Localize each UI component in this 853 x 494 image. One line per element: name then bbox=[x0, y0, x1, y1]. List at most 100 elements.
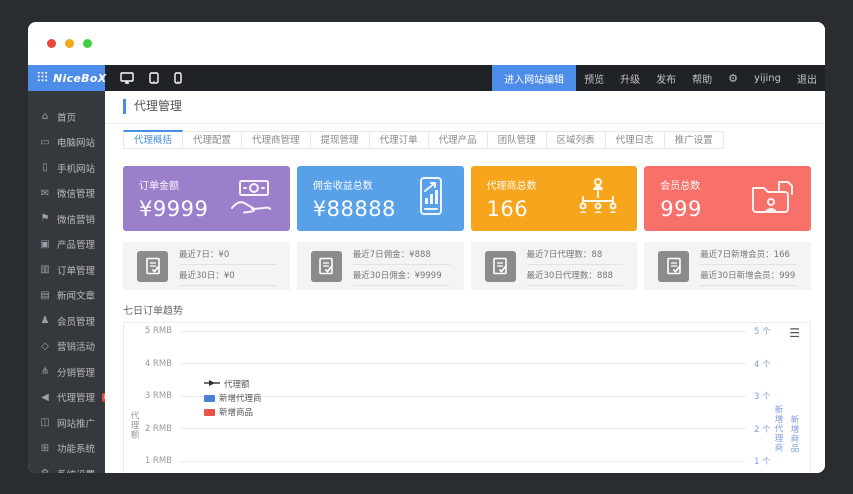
mobile-preview-icon[interactable] bbox=[174, 72, 182, 84]
kpi-cards: 订单金额 ¥9999 佣金收益总数 ¥88888 代理商总数 166 会员总数 999 bbox=[123, 166, 811, 231]
right-axis-tick: 1 个 bbox=[754, 457, 771, 467]
left-axis-tick: 5 RMB bbox=[144, 326, 172, 336]
left-axis-tick: 2 RMB bbox=[144, 423, 172, 434]
legend-item[interactable]: 代理额 bbox=[204, 378, 262, 390]
sidebar-item[interactable]: ▥ 订单管理 bbox=[28, 257, 105, 283]
sidebar-item[interactable]: ⚑ 微信营销 bbox=[28, 206, 105, 232]
window-titlebar bbox=[28, 22, 825, 65]
device-preview-toggles bbox=[120, 65, 182, 91]
tab-item[interactable]: 代理产品 bbox=[428, 131, 488, 149]
left-axis-tick: 3 RMB bbox=[144, 391, 172, 401]
sidebar-item-label: 微信营销 bbox=[57, 214, 96, 226]
sidebar-item-label: 订单管理 bbox=[57, 265, 96, 277]
kpi-label: 订单金额 bbox=[139, 181, 179, 192]
app-logo[interactable]: NiceBoX bbox=[28, 65, 107, 91]
tab-item[interactable]: 代理商管理 bbox=[242, 131, 311, 149]
sidebar-item[interactable]: ◇ 营销活动 bbox=[28, 334, 105, 360]
gamepad-icon: ⚑ bbox=[40, 213, 50, 225]
doc-check-icon bbox=[484, 250, 516, 282]
legend-line-marker-icon bbox=[204, 379, 220, 390]
chart-title: 七日订单趋势 bbox=[123, 306, 183, 317]
sidebar-item[interactable]: ▯ 手机网站 bbox=[28, 155, 105, 181]
kpi-label: 佣金收益总数 bbox=[312, 181, 373, 192]
username-label[interactable]: yijing bbox=[754, 72, 781, 84]
sidebar-item[interactable]: ▣ 产品管理 bbox=[28, 232, 105, 258]
activity-tag-icon: ◇ bbox=[41, 340, 49, 352]
sidebar-item-label: 营销活动 bbox=[57, 342, 96, 354]
main-content: 代理管理 代理概括 代理配置 代理商管理 提现管理 代理订单 代理产品 团队管理 区域列表 代理… bbox=[105, 91, 825, 473]
summary-card: 最近7日：¥0 最近30日：¥0 bbox=[123, 242, 290, 290]
tablet-preview-icon[interactable] bbox=[149, 72, 159, 84]
kpi-value: 999 bbox=[660, 197, 702, 221]
legend-item[interactable]: 新增商品 bbox=[204, 406, 262, 418]
sidebar-item[interactable]: ◫ 网站推广 bbox=[28, 410, 105, 436]
legend-item[interactable]: 新增代理商 bbox=[204, 392, 262, 404]
minimize-window-button[interactable] bbox=[65, 39, 74, 48]
settings-gear-icon: ⚙ bbox=[39, 468, 51, 473]
title-separator bbox=[105, 123, 825, 124]
right-axis-tick: 5 个 bbox=[754, 327, 771, 337]
chart-grid-row: 5 RMB 5 个 bbox=[124, 325, 788, 337]
sidebar-item[interactable]: ⋔ 分销管理 bbox=[28, 359, 105, 385]
tab-item[interactable]: 代理订单 bbox=[369, 131, 429, 149]
kpi-value: ¥9999 bbox=[139, 197, 209, 221]
sidebar-nav: ⌂ 首页 ▭ 电脑网站 ▯ 手机网站 ✉ 微信管理 ⚑ 微信营销 ▣ 产品管理 ▥ 订单管理 ▤ 新闻文章 ♟ 会… bbox=[28, 91, 122, 473]
member-folder-icon bbox=[749, 178, 795, 220]
right-axis-title-products: 新增商品 bbox=[789, 415, 799, 453]
gridline bbox=[180, 460, 746, 462]
sidebar-item[interactable]: ⌂ 首页 bbox=[28, 104, 105, 130]
legend-label: 新增商品 bbox=[219, 408, 254, 418]
sidebar-item[interactable]: ▤ 新闻文章 bbox=[28, 283, 105, 309]
chart-grid-row: 4 RMB 4 个 bbox=[124, 358, 788, 370]
chart-grid-row: 2 RMB 2 个 bbox=[124, 423, 788, 435]
sidebar-item-label: 系统设置 bbox=[57, 467, 95, 473]
legend-label: 新增代理商 bbox=[219, 394, 262, 404]
app-topbar: NiceBoX 进入网站编辑 预览 升级 发布 帮助 ⚙ yijing 退出 bbox=[28, 65, 825, 91]
topbar-link[interactable]: 预览 bbox=[584, 74, 605, 86]
news-doc-icon: ▤ bbox=[40, 289, 50, 301]
kpi-value: 166 bbox=[486, 197, 529, 221]
tab-item[interactable]: 团队管理 bbox=[487, 131, 547, 149]
topbar-link[interactable]: 帮助 bbox=[692, 74, 713, 86]
gridline bbox=[180, 395, 746, 397]
sidebar-item[interactable]: ⊞ 功能系统 bbox=[28, 436, 105, 462]
right-axis-tick: 3 个 bbox=[754, 392, 771, 402]
summary-card: 最近7日代理数：88 最近30日代理数：888 bbox=[470, 242, 638, 290]
tab-item[interactable]: 代理配置 bbox=[183, 131, 243, 149]
sidebar-item[interactable]: ⚙ 系统设置 bbox=[28, 461, 105, 473]
tab-item[interactable]: 代理日志 bbox=[605, 131, 665, 149]
sidebar-item[interactable]: ▭ 电脑网站 bbox=[28, 130, 105, 156]
order-cart-icon: ▥ bbox=[40, 264, 50, 276]
summary-card: 最近7日新增会员：166 最近30日新增会员：999 bbox=[644, 242, 811, 290]
logout-link[interactable]: 退出 bbox=[797, 74, 817, 86]
summary-stat-line: 最近7日代理数：88 bbox=[526, 246, 624, 265]
sidebar-item[interactable]: ♟ 会员管理 bbox=[28, 308, 105, 334]
distribution-tree-icon: ⋔ bbox=[40, 366, 50, 378]
maximize-window-button[interactable] bbox=[83, 39, 92, 48]
tab-item[interactable]: 提现管理 bbox=[310, 131, 370, 149]
tab-item[interactable]: 推广设置 bbox=[664, 131, 724, 149]
legend-swatch-icon bbox=[204, 408, 215, 416]
sidebar-item-label: 分销管理 bbox=[57, 367, 96, 379]
sidebar-item[interactable]: ◀代理管理NEW bbox=[28, 385, 122, 411]
close-window-button[interactable] bbox=[47, 39, 56, 48]
legend-swatch-icon bbox=[204, 394, 215, 402]
topbar-link[interactable]: 发布 bbox=[656, 74, 677, 86]
enter-site-editor-button[interactable]: 进入网站编辑 bbox=[492, 65, 577, 91]
kpi-card: 会员总数 999 bbox=[644, 166, 811, 231]
desktop-preview-icon[interactable] bbox=[120, 72, 134, 84]
right-axis-tick: 2 个 bbox=[754, 424, 771, 435]
tab-item[interactable]: 区域列表 bbox=[546, 131, 606, 149]
sidebar-item[interactable]: ✉ 微信管理 bbox=[28, 181, 105, 207]
kpi-card: 订单金额 ¥9999 bbox=[123, 166, 290, 231]
chart-legend: 代理额新增代理商新增商品 bbox=[204, 378, 262, 418]
topbar-settings-gear-icon[interactable]: ⚙ bbox=[728, 71, 739, 85]
sidebar-item-label: 新闻文章 bbox=[57, 291, 96, 303]
topbar-link[interactable]: 升级 bbox=[620, 74, 641, 86]
agent-tabs: 代理概括 代理配置 代理商管理 提现管理 代理订单 代理产品 团队管理 区域列表 代理日志 推广设… bbox=[123, 130, 811, 149]
tab-active[interactable]: 代理概括 bbox=[123, 130, 184, 149]
logo-text: NiceBoX bbox=[53, 71, 107, 85]
chart-toolbox-icon[interactable]: ☰ bbox=[789, 326, 800, 340]
product-bag-icon: ▣ bbox=[40, 238, 50, 250]
gridline bbox=[180, 428, 746, 429]
